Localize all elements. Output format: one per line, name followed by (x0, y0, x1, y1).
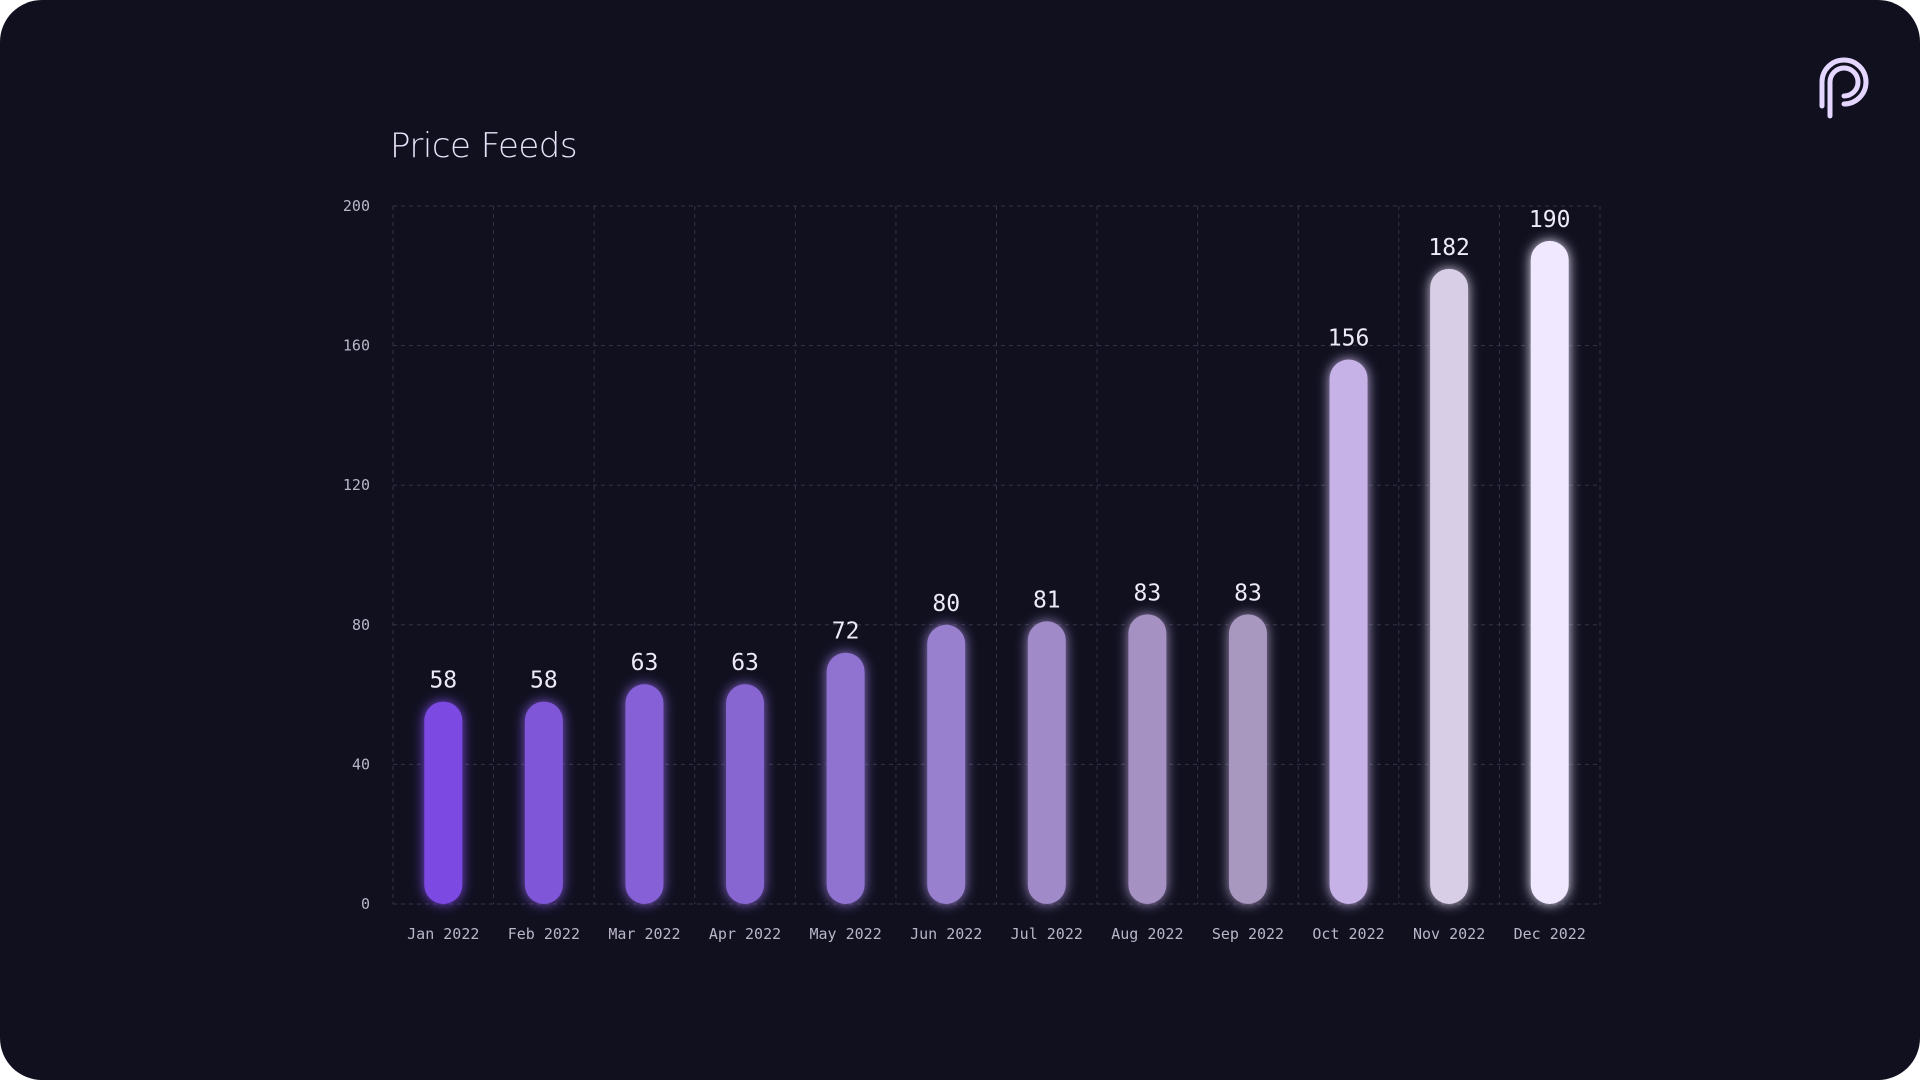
bar-value-label: 72 (832, 619, 860, 645)
bar (927, 624, 966, 904)
x-tick-label: Sep 2022 (1212, 925, 1284, 943)
x-tick-label: Oct 2022 (1312, 925, 1384, 943)
y-tick-label: 160 (343, 337, 370, 355)
bar-value-label: 58 (530, 668, 558, 694)
bar-value-label: 81 (1033, 587, 1061, 613)
bar (424, 701, 463, 904)
y-tick-label: 80 (352, 616, 370, 634)
x-tick-label: Jun 2022 (910, 925, 982, 943)
bar (625, 684, 664, 904)
bar (826, 652, 865, 904)
pyth-logo-icon (1819, 57, 1869, 119)
x-tick-label: Apr 2022 (709, 925, 781, 943)
bar-value-label: 58 (429, 668, 457, 694)
bar (1430, 268, 1469, 904)
bar-value-label: 182 (1428, 235, 1470, 261)
chart-title: Price Feeds (390, 126, 578, 166)
bar (1530, 240, 1569, 904)
bar (1228, 614, 1267, 904)
bar-value-label: 80 (932, 591, 960, 617)
bar (1329, 359, 1368, 904)
x-tick-label: Mar 2022 (608, 925, 680, 943)
x-tick-label: May 2022 (810, 925, 882, 943)
bar-value-label: 190 (1529, 207, 1571, 233)
bars (424, 240, 1569, 904)
x-tick-label: Jan 2022 (407, 925, 479, 943)
bar (726, 684, 765, 904)
bar-value-label: 156 (1328, 326, 1370, 352)
bar-value-label: 63 (631, 650, 659, 676)
y-tick-label: 200 (343, 197, 370, 215)
chart-grid (392, 205, 1601, 905)
x-axis-ticks: Jan 2022 Feb 2022 Mar 2022 Apr 2022 May 2022… (407, 925, 1586, 943)
data-labels: 58 58 63 63 72 80 81 83 83 156 182 190 (429, 207, 1570, 694)
x-tick-label: Aug 2022 (1111, 925, 1183, 943)
x-tick-label: Dec 2022 (1514, 925, 1586, 943)
bar-value-label: 83 (1134, 580, 1162, 606)
y-tick-label: 40 (352, 755, 370, 773)
y-tick-label: 120 (343, 476, 370, 494)
x-tick-label: Jul 2022 (1011, 925, 1083, 943)
bar (524, 701, 563, 904)
x-tick-label: Nov 2022 (1413, 925, 1485, 943)
x-tick-label: Feb 2022 (508, 925, 580, 943)
y-tick-label: 0 (361, 895, 370, 913)
bar (1128, 614, 1167, 904)
y-axis-ticks: 0 40 80 120 160 200 (343, 197, 370, 913)
bar-value-label: 83 (1234, 580, 1262, 606)
bar-value-label: 63 (731, 650, 759, 676)
bar (1027, 621, 1066, 904)
